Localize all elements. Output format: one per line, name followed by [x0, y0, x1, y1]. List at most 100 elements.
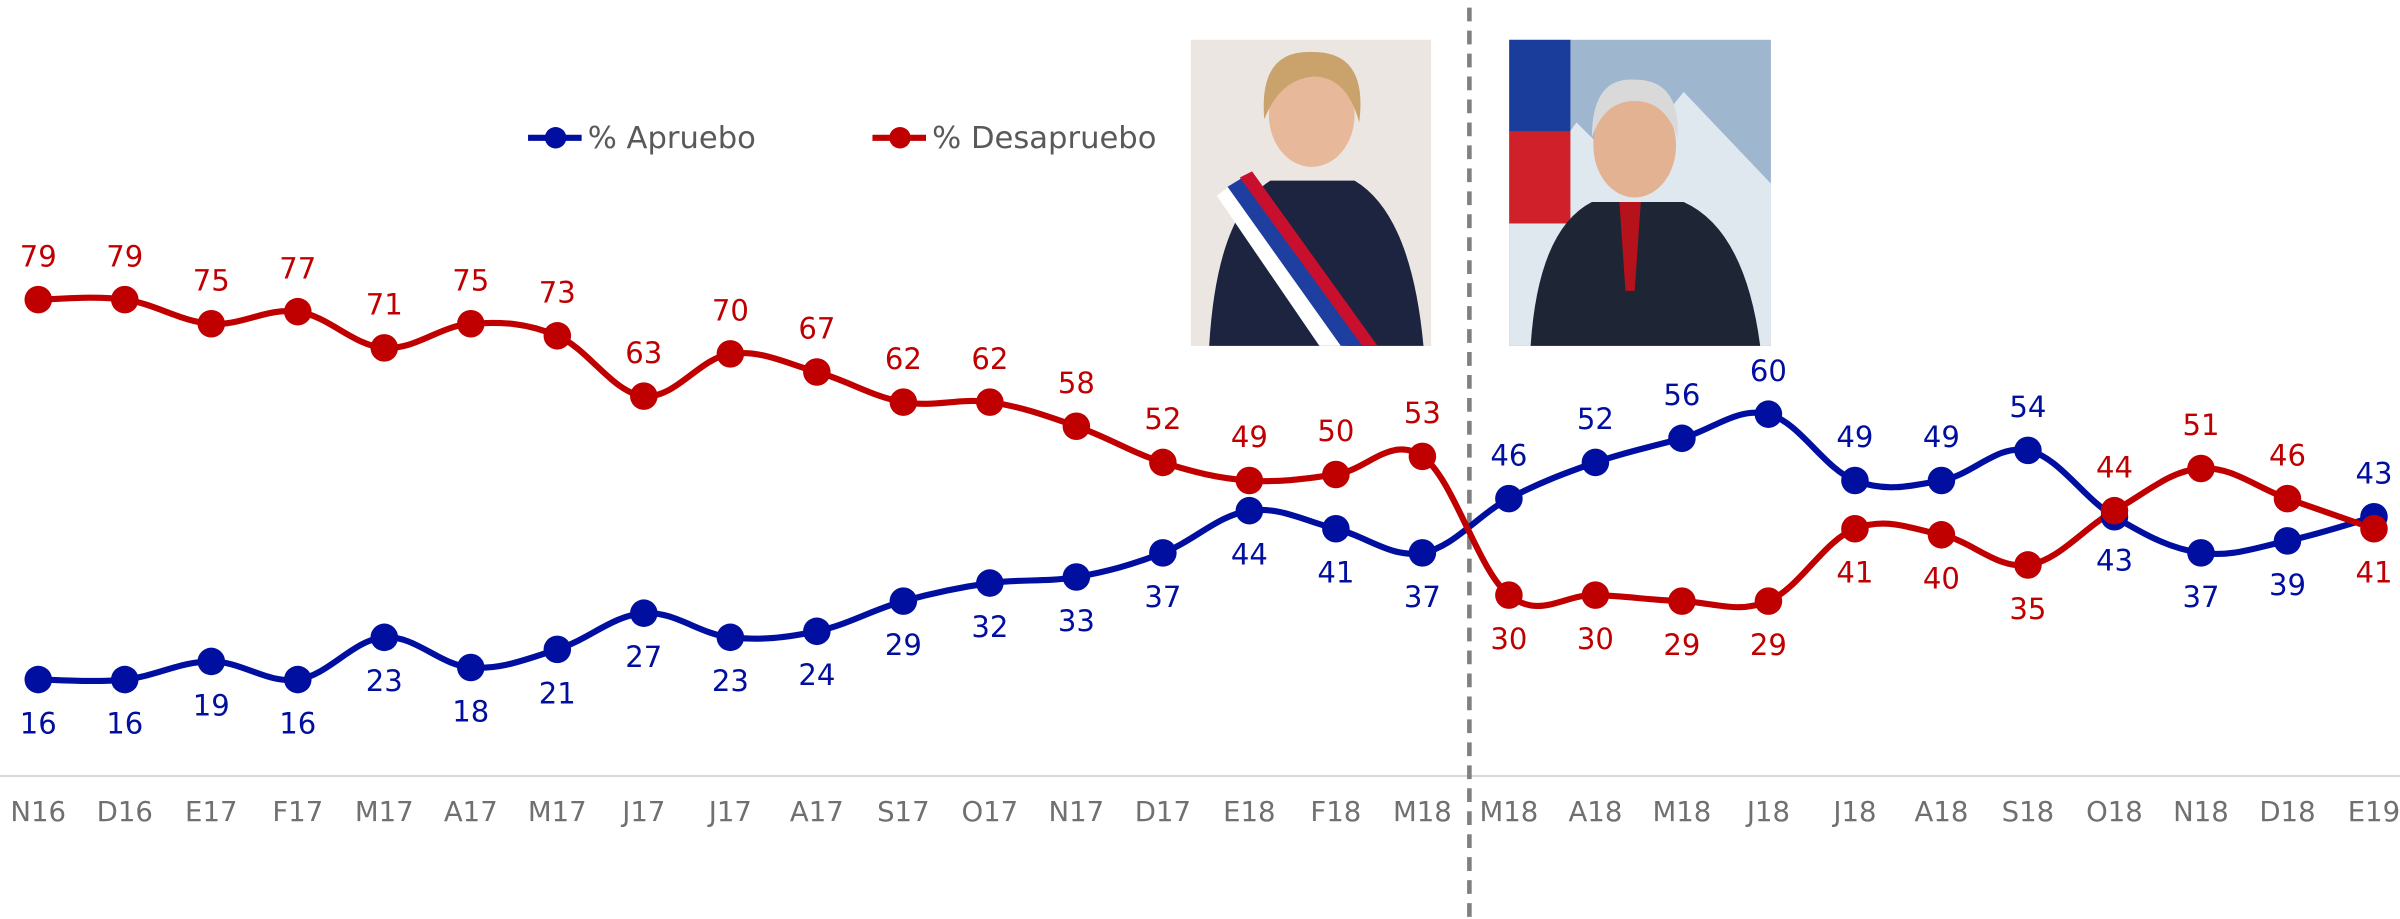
x-tick-label: M18: [1479, 796, 1538, 828]
data-point: [717, 624, 745, 652]
data-label: 39: [2269, 568, 2306, 602]
data-label: 77: [279, 251, 316, 285]
data-point: [1755, 587, 1783, 615]
data-point: [1236, 497, 1264, 525]
x-tick-label: D16: [97, 796, 153, 828]
data-label: 46: [1490, 438, 1527, 472]
data-point: [457, 654, 485, 682]
data-point: [1582, 581, 1610, 609]
data-point: [198, 648, 226, 676]
data-label: 35: [2009, 592, 2046, 626]
data-point: [544, 636, 572, 664]
x-tick-label: E17: [185, 796, 237, 828]
data-label: 49: [1923, 420, 1960, 454]
data-label: 27: [625, 640, 662, 674]
photo-pinera: [1509, 40, 1771, 346]
x-tick-label: O18: [2086, 796, 2143, 828]
data-point: [1495, 581, 1523, 609]
data-point: [1149, 539, 1177, 567]
data-label: 49: [1231, 420, 1268, 454]
data-label: 52: [1577, 402, 1614, 436]
data-point: [2360, 515, 2388, 543]
x-tick-label: A18: [1914, 796, 1968, 828]
data-label: 37: [1144, 580, 1181, 614]
data-label: 37: [2182, 580, 2219, 614]
x-tick-label: E18: [1223, 796, 1275, 828]
data-point: [1409, 443, 1437, 471]
data-point: [1236, 467, 1264, 495]
data-label: 43: [2096, 544, 2133, 578]
data-point: [24, 666, 52, 694]
data-point: [1668, 425, 1696, 453]
photo-bachelet: [1191, 40, 1431, 346]
x-tick-label: M18: [1653, 796, 1712, 828]
data-point: [1063, 563, 1091, 591]
legend-marker: [889, 127, 910, 148]
data-point: [284, 298, 312, 326]
data-point: [1841, 467, 1869, 495]
x-tick-label: A17: [790, 796, 844, 828]
data-point: [1841, 515, 1869, 543]
data-point: [371, 334, 399, 362]
x-tick-label: S17: [877, 796, 930, 828]
data-point: [111, 666, 139, 694]
data-point: [457, 310, 485, 338]
x-tick-label: J18: [1831, 796, 1876, 828]
x-tick-label: M17: [355, 796, 414, 828]
data-label: 63: [625, 336, 662, 370]
data-point: [1063, 412, 1091, 440]
data-label: 40: [1923, 562, 1960, 596]
data-label: 19: [193, 688, 230, 722]
data-label: 62: [885, 342, 922, 376]
data-point: [803, 358, 831, 386]
data-point: [1582, 449, 1610, 477]
x-tick-label: A18: [1568, 796, 1622, 828]
page: {"chart_data": {"type": "line", "categor…: [0, 0, 2400, 919]
data-point: [1149, 449, 1177, 477]
x-tick-label: D17: [1135, 796, 1191, 828]
data-point: [1322, 461, 1350, 489]
data-label: 18: [452, 694, 489, 728]
x-tick-label: O17: [961, 796, 1018, 828]
data-label: 41: [2355, 556, 2392, 590]
data-point: [1495, 485, 1523, 513]
data-label: 49: [1836, 420, 1873, 454]
data-point: [890, 388, 918, 416]
data-point: [2187, 455, 2215, 483]
data-label: 16: [279, 706, 316, 740]
data-point: [2014, 551, 2042, 579]
data-point: [976, 569, 1004, 597]
data-point: [2014, 437, 2042, 465]
x-tick-label: F17: [272, 796, 323, 828]
data-point: [1928, 521, 1956, 549]
data-label: 23: [712, 664, 749, 698]
data-point: [630, 382, 658, 410]
data-label: 70: [712, 294, 749, 328]
data-point: [630, 599, 658, 627]
data-label: 23: [366, 664, 403, 698]
x-tick-label: N17: [1049, 796, 1105, 828]
data-label: 75: [452, 263, 489, 297]
data-point: [890, 587, 918, 615]
x-tick-label: F18: [1310, 796, 1361, 828]
data-point: [544, 322, 572, 350]
data-label: 16: [20, 706, 57, 740]
data-point: [1322, 515, 1350, 543]
x-tick-label: D18: [2259, 796, 2315, 828]
data-point: [1928, 467, 1956, 495]
data-label: 44: [1231, 538, 1268, 572]
data-label: 16: [106, 706, 143, 740]
data-label: 52: [1144, 402, 1181, 436]
x-tick-label: J17: [707, 796, 752, 828]
data-label: 67: [798, 312, 835, 346]
data-point: [1668, 587, 1696, 615]
data-label: 60: [1750, 354, 1787, 388]
data-label: 33: [1058, 604, 1095, 638]
data-point: [803, 618, 831, 646]
data-label: 32: [971, 610, 1008, 644]
data-label: 44: [2096, 450, 2133, 484]
data-label: 56: [1663, 378, 1700, 412]
data-label: 75: [193, 263, 230, 297]
data-label: 41: [1317, 556, 1354, 590]
data-label: 29: [1663, 628, 1700, 662]
